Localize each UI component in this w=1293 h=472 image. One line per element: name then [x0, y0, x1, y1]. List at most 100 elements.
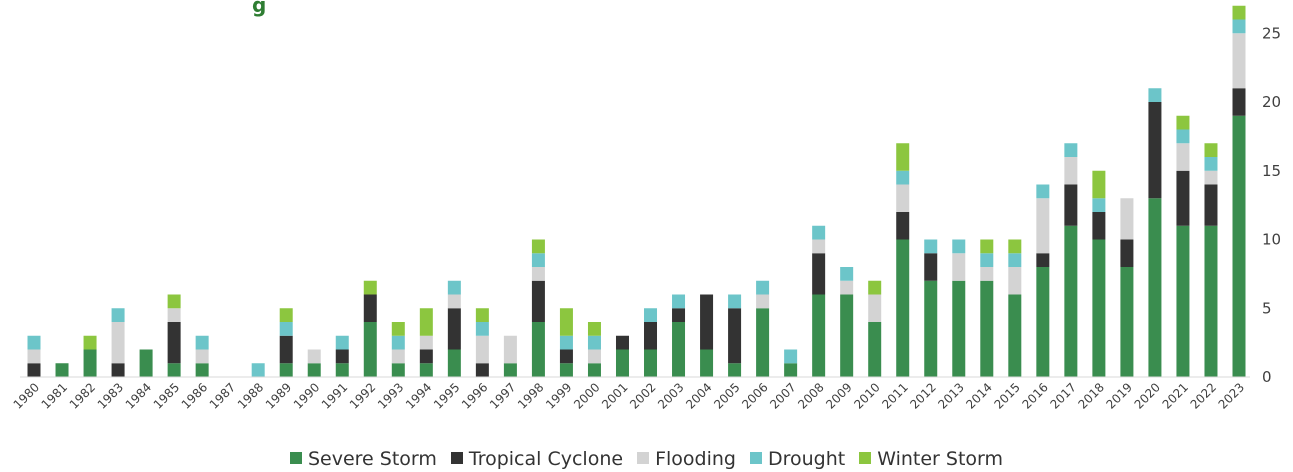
bar-segment-2018-tropical-cyclone: [1092, 212, 1106, 240]
bar-segment-1983-drought: [111, 308, 125, 322]
x-tick-label: 2009: [823, 380, 854, 411]
bar-segment-1995-flooding: [447, 294, 461, 309]
bar-segment-2022-flooding: [1204, 170, 1218, 185]
legend-label: Drought: [767, 448, 846, 470]
bar-segment-1993-winter-storm: [391, 322, 405, 336]
x-tick-label: 1991: [319, 380, 350, 411]
bar-segment-2016-flooding: [1036, 198, 1050, 254]
bar-segment-1982-winter-storm: [83, 335, 97, 350]
bar-segment-1985-flooding: [167, 308, 181, 322]
bar-segment-2011-severe-storm: [896, 239, 910, 377]
bar-segment-2018-winter-storm: [1092, 170, 1106, 199]
bar-segment-2018-drought: [1092, 198, 1106, 212]
bar-segment-1986-flooding: [195, 349, 209, 364]
legend-item-severe-storm: Severe Storm: [289, 448, 437, 470]
bar-segment-2021-winter-storm: [1176, 115, 1190, 130]
bar-segment-2002-tropical-cyclone: [644, 322, 658, 350]
x-tick-label: 1996: [459, 380, 490, 411]
bar-segment-1993-drought: [391, 335, 405, 350]
bar-segment-2014-winter-storm: [980, 239, 994, 254]
x-tick-label: 2020: [1132, 380, 1163, 411]
bar-segment-2001-tropical-cyclone: [615, 335, 629, 350]
bar-segment-1986-drought: [195, 335, 209, 350]
x-tick-label: 1992: [347, 380, 378, 411]
x-tick-label: 1989: [263, 380, 294, 411]
bar-segment-1991-drought: [335, 335, 349, 350]
bar-segment-2004-tropical-cyclone: [700, 294, 714, 350]
bar-segment-1998-tropical-cyclone: [531, 280, 545, 322]
bar-segment-2015-winter-storm: [1008, 239, 1022, 254]
bar-segment-2008-flooding: [812, 239, 826, 254]
x-tick-label: 2000: [571, 380, 602, 411]
bar-segment-1994-winter-storm: [419, 308, 433, 336]
chart-title-fragment: g: [252, 0, 266, 17]
bar-segment-1993-flooding: [391, 349, 405, 364]
x-tick-label: 1998: [515, 380, 546, 411]
bar-segment-2004-severe-storm: [700, 349, 714, 377]
x-tick-label: 2015: [991, 380, 1022, 411]
bar-segment-1991-tropical-cyclone: [335, 349, 349, 364]
legend-item-winter-storm: Winter Storm: [859, 448, 1003, 470]
bar-segment-1994-flooding: [419, 335, 433, 350]
x-tick-label: 1985: [151, 380, 182, 411]
x-tick-label: 2022: [1188, 380, 1219, 411]
y-tick-label: 15: [1262, 162, 1281, 180]
legend-swatch: [637, 452, 650, 464]
bar-segment-2015-drought: [1008, 253, 1022, 267]
x-tick-label: 2019: [1104, 380, 1135, 411]
bar-segment-2015-severe-storm: [1008, 294, 1022, 377]
legend-swatch: [450, 452, 463, 464]
bar-segment-2021-tropical-cyclone: [1176, 170, 1190, 226]
x-tick-label: 1997: [487, 380, 518, 411]
legend-swatch: [859, 452, 872, 464]
bar-segment-1996-tropical-cyclone: [475, 363, 489, 377]
bar-segment-1996-flooding: [475, 335, 489, 364]
bar-segment-2007-drought: [784, 349, 798, 364]
bar-segment-2009-drought: [840, 267, 854, 281]
bar-segment-2020-tropical-cyclone: [1148, 102, 1162, 199]
bar-segment-1992-winter-storm: [363, 280, 377, 295]
bar-segment-2003-tropical-cyclone: [672, 308, 686, 322]
bar-segment-2012-drought: [924, 239, 938, 254]
bar-segment-1994-tropical-cyclone: [419, 349, 433, 364]
bar-segment-2010-winter-storm: [868, 280, 882, 295]
bar-segment-2023-tropical-cyclone: [1232, 88, 1246, 116]
x-tick-label: 2006: [739, 380, 770, 411]
y-tick-label: 20: [1262, 93, 1281, 111]
bar-segment-2002-severe-storm: [644, 349, 658, 377]
x-tick-label: 2007: [767, 380, 798, 411]
bar-segment-2011-flooding: [896, 184, 910, 212]
bar-segment-2000-drought: [587, 335, 601, 350]
legend-label: Flooding: [655, 448, 736, 470]
bar-segment-2017-drought: [1064, 143, 1078, 157]
bar-segment-1980-drought: [27, 335, 41, 350]
bar-segment-1990-severe-storm: [307, 363, 321, 377]
x-tick-label: 2004: [683, 380, 714, 411]
x-tick-label: 2016: [1019, 380, 1050, 411]
bar-segment-2020-severe-storm: [1148, 198, 1162, 377]
x-tick-label: 2021: [1160, 380, 1191, 411]
bar-segment-1985-tropical-cyclone: [167, 322, 181, 364]
bar-segment-2016-drought: [1036, 184, 1050, 199]
x-tick-label: 1980: [11, 380, 42, 411]
bar-segment-2002-drought: [644, 308, 658, 322]
bar-segment-2023-flooding: [1232, 33, 1246, 89]
x-tick-label: 1984: [123, 380, 154, 411]
bar-segment-1997-severe-storm: [503, 363, 517, 377]
x-tick-label: 2011: [879, 380, 910, 411]
bar-segment-2006-flooding: [756, 294, 770, 309]
bar-segment-1998-severe-storm: [531, 322, 545, 377]
bar-segment-1994-severe-storm: [419, 363, 433, 377]
y-tick-label: 0: [1262, 368, 1272, 386]
bar-segment-1989-tropical-cyclone: [279, 335, 293, 364]
bar-segment-2013-severe-storm: [952, 280, 966, 377]
bar-segment-2021-flooding: [1176, 143, 1190, 171]
bar-segment-2000-flooding: [587, 349, 601, 364]
legend-item-tropical-cyclone: Tropical Cyclone: [450, 448, 623, 470]
bar-segment-2019-flooding: [1120, 198, 1134, 240]
bar-segment-1999-winter-storm: [559, 308, 573, 336]
bar-segment-1993-severe-storm: [391, 363, 405, 377]
bar-segment-2014-severe-storm: [980, 280, 994, 377]
legend-label: Winter Storm: [877, 448, 1004, 470]
bar-segment-1990-flooding: [307, 349, 321, 364]
